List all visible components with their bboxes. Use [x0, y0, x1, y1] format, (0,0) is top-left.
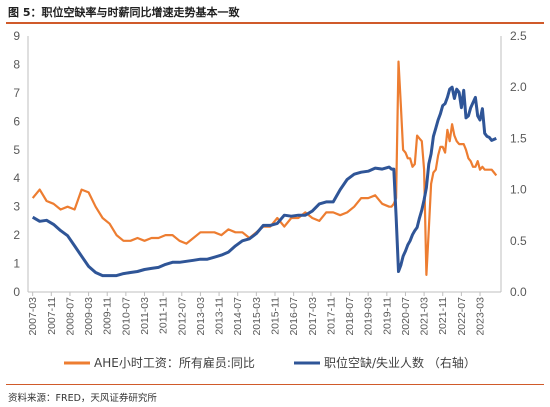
- x-tick-label: 2017-03: [307, 297, 319, 336]
- x-tick-label: 2012-07: [176, 297, 188, 336]
- right-y-tick-label: 2.0: [510, 80, 527, 94]
- x-tick-label: 2017-11: [325, 297, 337, 335]
- left-y-tick-label: 4: [13, 171, 20, 185]
- left-y-tick-label: 5: [13, 143, 20, 157]
- x-tick-label: 2022-07: [456, 297, 468, 336]
- x-tick-label: 2023-03: [475, 297, 487, 336]
- left-y-axis: 0 1 2 3 4 5 6 7 8 9: [13, 29, 20, 299]
- right-y-tick-label: 0.0: [510, 285, 527, 299]
- x-tick-label: 2007-03: [27, 297, 39, 336]
- x-tick-label: 2013-11: [214, 297, 226, 335]
- left-y-tick-label: 6: [13, 114, 20, 128]
- left-y-tick-label: 0: [13, 285, 20, 299]
- x-axis: 2007-03 2007-11 2008-07 2009-03 2009-11 2010-…: [27, 292, 487, 336]
- left-y-tick-label: 8: [13, 57, 20, 71]
- legend-label-vacancy: 职位空缺/失业人数 （右轴）: [324, 355, 476, 370]
- right-y-tick-label: 2.5: [510, 29, 527, 43]
- left-y-tick-label: 9: [13, 29, 20, 43]
- x-tick-label: 2010-07: [120, 297, 132, 336]
- x-tick-label: 2009-11: [102, 297, 114, 335]
- x-tick-label: 2014-07: [232, 297, 244, 336]
- x-tick-label: 2007-11: [46, 297, 58, 335]
- right-y-axis: 0.0 0.5 1.0 1.5 2.0 2.5: [510, 29, 527, 299]
- left-y-tick-label: 2: [13, 228, 20, 242]
- right-y-tick-label: 1.0: [510, 183, 527, 197]
- x-tick-label: 2021-03: [419, 297, 431, 336]
- x-tick-label: 2018-07: [344, 297, 356, 336]
- series-line-vacancy-ratio: [31, 85, 497, 278]
- legend-label-wage: AHE小时工资：所有雇员:同比: [94, 355, 255, 370]
- right-y-tick-label: 1.5: [510, 131, 527, 145]
- x-tick-label: 2013-03: [195, 297, 207, 336]
- x-tick-label: 2019-03: [363, 297, 375, 336]
- legend: AHE小时工资：所有雇员:同比 职位空缺/失业人数 （右轴）: [64, 355, 476, 370]
- series-line-wage: [31, 60, 498, 276]
- chart-title: 图 5：职位空缺率与时薪同比增速走势基本一致: [8, 6, 240, 19]
- footer-divider: [6, 384, 544, 385]
- x-tick-label: 2011-11: [158, 297, 170, 334]
- series-lines: [31, 60, 498, 278]
- x-tick-label: 2020-07: [400, 297, 412, 336]
- source-note: 资料来源：FRED，天风证券研究所: [8, 393, 157, 404]
- left-y-tick-label: 3: [13, 200, 20, 214]
- x-tick-label: 2008-07: [64, 297, 76, 336]
- x-tick-label: 2009-03: [83, 297, 95, 336]
- x-tick-label: 2016-07: [288, 297, 300, 336]
- x-tick-label: 2015-11: [269, 297, 281, 335]
- x-tick-label: 2021-11: [437, 297, 449, 335]
- left-y-tick-label: 1: [13, 257, 20, 271]
- title-divider: [6, 22, 544, 24]
- x-tick-label: 2015-03: [251, 297, 263, 336]
- left-y-tick-label: 7: [13, 86, 20, 100]
- right-y-tick-label: 0.5: [510, 234, 527, 248]
- x-tick-label: 2019-11: [381, 297, 393, 335]
- x-tick-label: 2011-03: [139, 297, 151, 335]
